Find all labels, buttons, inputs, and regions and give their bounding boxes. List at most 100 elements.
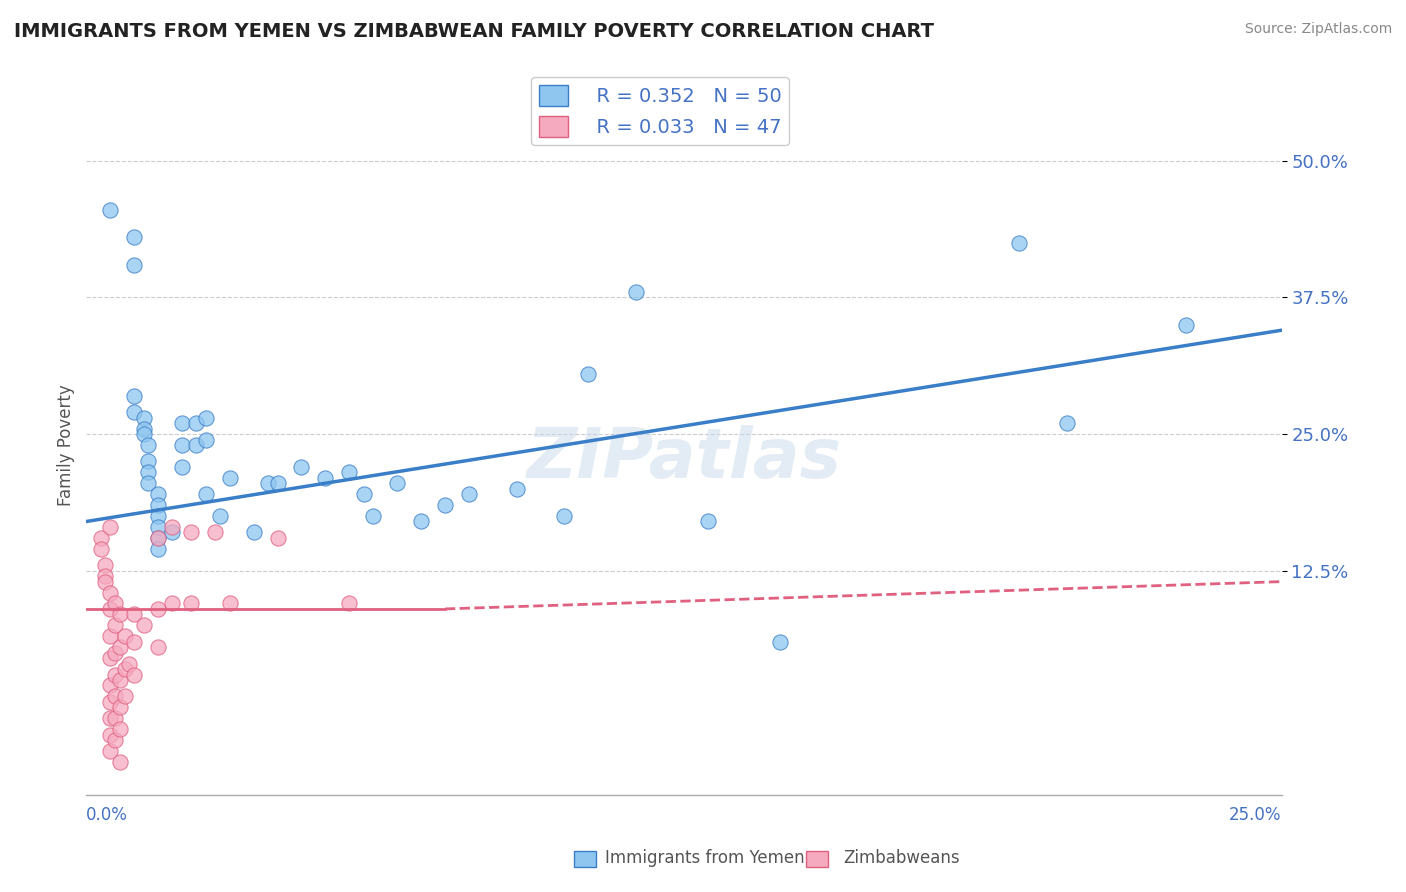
Text: Zimbabweans: Zimbabweans bbox=[844, 849, 960, 867]
Point bbox=[98, 520, 121, 534]
Point bbox=[122, 230, 145, 244]
Point bbox=[170, 438, 193, 452]
Point bbox=[122, 405, 145, 419]
Point bbox=[162, 525, 184, 540]
Point bbox=[132, 618, 155, 632]
Point bbox=[194, 410, 217, 425]
Point bbox=[209, 508, 232, 523]
Point bbox=[94, 574, 117, 589]
Point bbox=[146, 640, 169, 655]
Point bbox=[118, 657, 141, 671]
Point bbox=[94, 558, 117, 573]
Point bbox=[180, 597, 202, 611]
Point bbox=[98, 695, 121, 709]
Text: ZIPatlas: ZIPatlas bbox=[526, 425, 842, 492]
Point bbox=[1175, 318, 1198, 332]
Point bbox=[138, 454, 160, 468]
Point bbox=[122, 389, 145, 403]
Point bbox=[108, 607, 131, 622]
Point bbox=[769, 634, 792, 648]
Point bbox=[553, 508, 575, 523]
Point bbox=[132, 421, 155, 435]
Point bbox=[1008, 235, 1031, 250]
Point bbox=[90, 531, 112, 545]
Point bbox=[138, 438, 160, 452]
Text: IMMIGRANTS FROM YEMEN VS ZIMBABWEAN FAMILY POVERTY CORRELATION CHART: IMMIGRANTS FROM YEMEN VS ZIMBABWEAN FAMI… bbox=[14, 22, 934, 41]
Text: 0.0%: 0.0% bbox=[86, 805, 128, 823]
Point bbox=[242, 525, 264, 540]
Point bbox=[146, 602, 169, 616]
Point bbox=[122, 607, 145, 622]
Point bbox=[180, 525, 202, 540]
Point bbox=[108, 755, 131, 769]
Point bbox=[194, 487, 217, 501]
Point bbox=[170, 459, 193, 474]
Point bbox=[104, 667, 127, 681]
Point bbox=[353, 487, 375, 501]
Point bbox=[204, 525, 226, 540]
Point bbox=[104, 711, 127, 725]
Point bbox=[138, 476, 160, 491]
Point bbox=[98, 728, 121, 742]
Point bbox=[146, 508, 169, 523]
Point bbox=[104, 618, 127, 632]
Point bbox=[624, 285, 647, 299]
Point bbox=[104, 597, 127, 611]
Point bbox=[98, 651, 121, 665]
Point bbox=[146, 498, 169, 512]
Point bbox=[457, 487, 479, 501]
Point bbox=[94, 569, 117, 583]
Text: Source: ZipAtlas.com: Source: ZipAtlas.com bbox=[1244, 22, 1392, 37]
Point bbox=[114, 662, 136, 676]
Point bbox=[98, 629, 121, 643]
Point bbox=[132, 427, 155, 442]
Point bbox=[146, 487, 169, 501]
Point bbox=[218, 471, 240, 485]
Point bbox=[186, 438, 208, 452]
Point bbox=[290, 459, 312, 474]
Point bbox=[385, 476, 408, 491]
Point bbox=[170, 416, 193, 430]
Point bbox=[337, 597, 360, 611]
Point bbox=[505, 482, 527, 496]
Point bbox=[361, 508, 384, 523]
Point bbox=[138, 465, 160, 479]
Point bbox=[98, 585, 121, 599]
Point bbox=[108, 673, 131, 687]
Point bbox=[132, 410, 155, 425]
Point bbox=[108, 640, 131, 655]
Legend:   R = 0.352   N = 50,   R = 0.033   N = 47: R = 0.352 N = 50, R = 0.033 N = 47 bbox=[531, 77, 789, 145]
Point bbox=[104, 690, 127, 704]
Point bbox=[696, 515, 718, 529]
Point bbox=[162, 520, 184, 534]
Point bbox=[122, 258, 145, 272]
Point bbox=[146, 541, 169, 556]
Point bbox=[1056, 416, 1078, 430]
Point bbox=[114, 690, 136, 704]
Point bbox=[98, 744, 121, 758]
Point bbox=[146, 531, 169, 545]
Point bbox=[576, 367, 599, 381]
Point bbox=[98, 602, 121, 616]
Point bbox=[104, 733, 127, 747]
Point bbox=[108, 700, 131, 714]
Point bbox=[90, 541, 112, 556]
Point bbox=[218, 597, 240, 611]
Point bbox=[186, 416, 208, 430]
Point bbox=[337, 465, 360, 479]
Point bbox=[409, 515, 432, 529]
Y-axis label: Family Poverty: Family Poverty bbox=[58, 384, 75, 506]
Point bbox=[314, 471, 336, 485]
Point bbox=[162, 597, 184, 611]
Point bbox=[146, 520, 169, 534]
Point bbox=[104, 646, 127, 660]
Point bbox=[146, 531, 169, 545]
Text: 25.0%: 25.0% bbox=[1229, 805, 1282, 823]
Point bbox=[257, 476, 280, 491]
Point bbox=[122, 667, 145, 681]
Text: Immigrants from Yemen: Immigrants from Yemen bbox=[605, 849, 804, 867]
Point bbox=[122, 634, 145, 648]
Point bbox=[108, 722, 131, 736]
Point bbox=[433, 498, 456, 512]
Point bbox=[98, 202, 121, 217]
